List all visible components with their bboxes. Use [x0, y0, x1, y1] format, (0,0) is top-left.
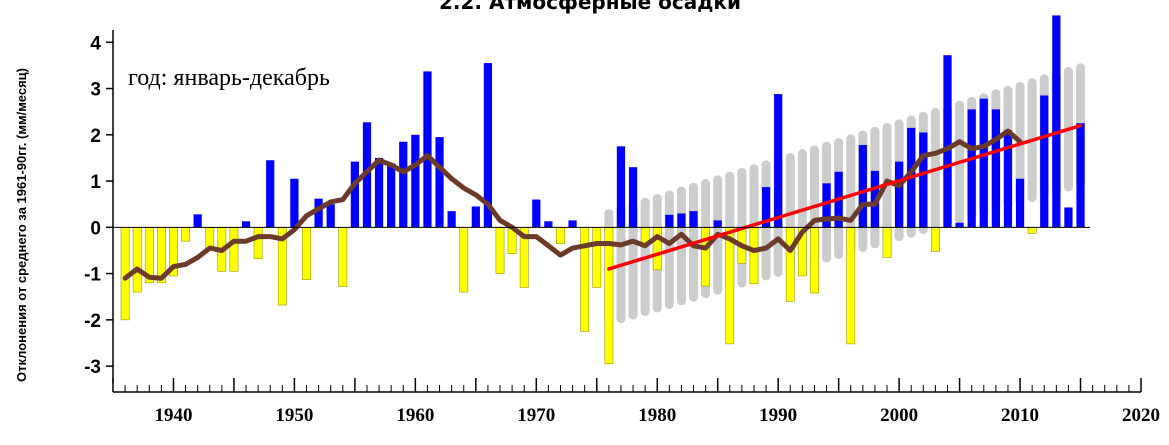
chart-title: 2.2. Атмосферные осадки: [439, 0, 741, 14]
y-tick-label: 3: [90, 80, 101, 101]
bar-positive: [266, 160, 275, 228]
bar-negative: [459, 227, 469, 293]
bar-negative: [749, 227, 759, 285]
bar-positive: [895, 161, 904, 228]
y-tick-label: -1: [84, 265, 101, 286]
bar-positive: [290, 178, 299, 228]
bar-positive: [411, 134, 420, 228]
bar-negative: [338, 227, 348, 287]
y-tick-label: 2: [90, 126, 101, 147]
bar-negative: [604, 227, 614, 365]
bar-positive: [435, 137, 444, 228]
bar-negative: [181, 227, 190, 242]
bar-positive: [967, 109, 976, 228]
bar-negative: [229, 227, 239, 272]
bar-negative: [785, 227, 795, 302]
bar-positive: [1015, 178, 1025, 228]
bar-positive: [677, 213, 686, 228]
bar-positive: [979, 98, 988, 228]
bar-negative: [882, 227, 892, 258]
bar-negative: [253, 227, 263, 260]
bar-negative: [556, 227, 565, 244]
bar-positive: [314, 198, 323, 228]
bar-positive: [326, 204, 335, 228]
x-tick-label: 2000: [880, 405, 918, 426]
bar-positive: [483, 63, 493, 228]
bar-positive: [471, 206, 480, 228]
y-axis-label: Отклонения от среднего за 1961-90гг. (мм…: [14, 68, 29, 382]
x-tick-label: 1940: [154, 405, 192, 426]
bar-positive: [822, 183, 831, 228]
bar-positive: [350, 161, 359, 228]
bar-positive: [1052, 15, 1061, 228]
bar-positive: [713, 220, 722, 228]
bar-positive: [628, 167, 638, 228]
bar-negative: [205, 227, 215, 249]
bar-negative: [846, 227, 856, 345]
bar-negative: [302, 227, 311, 280]
y-tick-label: 0: [90, 218, 101, 239]
bar-positive: [544, 221, 553, 228]
x-tick-label: 1950: [275, 405, 313, 426]
x-tick-label: 1960: [396, 405, 434, 426]
period-annotation: год: январь-декабрь: [128, 65, 330, 91]
bar-negative: [930, 227, 940, 252]
bar-positive: [919, 132, 928, 228]
bar-positive: [689, 211, 698, 228]
bar-positive: [665, 214, 674, 228]
bar-positive: [193, 214, 202, 228]
bar-negative: [652, 227, 662, 271]
bar-negative: [592, 227, 602, 288]
axes: -3 -2 -1 0 1 2 3 4 1940 1950 1960 1970 1980 1990 2000 2…: [84, 30, 1160, 426]
bar-positive: [774, 94, 783, 228]
bar-negative: [810, 227, 819, 294]
y-tick-label: 4: [90, 33, 101, 54]
bar-positive: [1040, 95, 1049, 228]
bar-positive: [1003, 130, 1013, 228]
bar-positive: [616, 146, 626, 228]
lines: [122, 123, 1083, 281]
trend-line: [607, 123, 1083, 271]
bar-positive: [423, 71, 432, 228]
y-tick-label: -3: [84, 357, 101, 378]
bar-positive: [1064, 207, 1073, 228]
bar-negative: [725, 227, 735, 345]
x-tick-label: 1990: [759, 405, 797, 426]
x-tick-label: 2020: [1122, 405, 1160, 426]
bar-positive: [568, 220, 577, 228]
bar-negative: [701, 227, 711, 287]
bar-positive: [387, 163, 396, 228]
bar-positive: [955, 222, 964, 228]
bar-positive: [374, 157, 384, 228]
bar-negative: [132, 227, 142, 293]
bar-negative: [1027, 227, 1037, 234]
bar-positive: [1076, 123, 1085, 228]
x-tick-label: 1970: [517, 405, 555, 426]
smoothed-series-line: [122, 128, 1023, 281]
bar-positive: [447, 211, 456, 228]
bar-positive: [761, 187, 771, 228]
bar-positive: [532, 199, 541, 228]
bar-positive: [943, 55, 952, 228]
bar-positive: [399, 141, 408, 228]
bar-positive: [241, 221, 251, 228]
y-tick-label: -2: [84, 311, 101, 332]
x-tick-label: 1980: [638, 405, 676, 426]
x-tick-label: 2010: [1001, 405, 1039, 426]
y-tick-label: 1: [90, 172, 101, 193]
bar-positive: [858, 144, 867, 228]
bar-positive: [991, 109, 1000, 228]
bar-negative: [495, 227, 505, 274]
